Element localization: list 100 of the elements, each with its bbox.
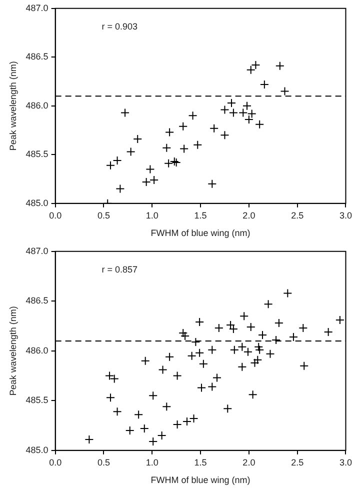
point xyxy=(133,134,142,144)
x-axis-title: FWHM of blue wing (nm) xyxy=(150,475,250,486)
point xyxy=(335,316,344,325)
point xyxy=(191,337,200,346)
point xyxy=(272,335,281,344)
point xyxy=(198,359,208,368)
point xyxy=(148,391,158,400)
x-axis-title: FWHM of blue wing (nm) xyxy=(150,228,250,238)
point xyxy=(274,318,284,328)
point xyxy=(126,147,136,156)
y-tick-label: 486.0 xyxy=(26,345,48,356)
y-tick-label: 487.0 xyxy=(26,2,48,13)
point xyxy=(188,111,198,120)
point xyxy=(220,130,230,140)
point xyxy=(248,390,258,400)
point xyxy=(162,143,172,152)
x-tick-label: 2.5 xyxy=(291,457,304,468)
point xyxy=(170,156,179,166)
point xyxy=(266,349,275,358)
point xyxy=(157,430,166,440)
x-tick-label: 1.0 xyxy=(146,210,158,220)
point xyxy=(247,109,256,118)
point xyxy=(178,122,188,131)
x-tick-label: 2.0 xyxy=(242,210,256,220)
y-tick-label: 486.5 xyxy=(26,296,48,306)
point xyxy=(178,328,188,338)
point xyxy=(208,179,217,188)
point xyxy=(172,371,182,380)
point xyxy=(106,393,115,402)
point xyxy=(238,108,248,118)
point xyxy=(250,358,260,368)
y-tick-label: 485.5 xyxy=(26,395,48,406)
point xyxy=(255,345,264,354)
point xyxy=(254,342,264,352)
point xyxy=(134,410,144,420)
point xyxy=(246,65,256,74)
point xyxy=(251,60,260,70)
point xyxy=(193,140,202,150)
x-tick-label: 2.0 xyxy=(242,457,256,468)
point xyxy=(140,356,150,366)
x-tick-label: 1.5 xyxy=(194,457,207,468)
point xyxy=(228,324,238,334)
point xyxy=(246,322,256,332)
y-tick-label: 486.5 xyxy=(26,52,48,62)
point xyxy=(208,382,217,392)
x-tick-label: 0.0 xyxy=(49,457,62,468)
point xyxy=(112,156,122,165)
annotation: r = 0.903 xyxy=(102,21,138,32)
point xyxy=(148,436,158,446)
point xyxy=(220,105,230,114)
point xyxy=(244,115,254,124)
x-tick-label: 1.0 xyxy=(146,457,158,468)
point xyxy=(106,160,115,170)
point xyxy=(228,108,238,118)
point xyxy=(258,330,267,340)
point xyxy=(197,383,206,392)
point xyxy=(242,101,252,110)
point xyxy=(187,351,196,360)
point xyxy=(230,345,239,354)
x-tick-label: 2.5 xyxy=(291,210,304,220)
point xyxy=(208,345,217,354)
point xyxy=(227,98,236,108)
point xyxy=(298,324,308,333)
point xyxy=(162,402,172,412)
point xyxy=(140,424,149,434)
y-tick-label: 486.0 xyxy=(26,100,48,110)
y-tick-label: 485.0 xyxy=(26,198,48,208)
point xyxy=(165,352,174,362)
y-axis-title: Peak wavelength (nm) xyxy=(8,61,18,151)
point xyxy=(189,414,198,424)
x-tick-label: 0.5 xyxy=(97,457,110,468)
x-tick-label: 0.0 xyxy=(49,210,62,220)
point xyxy=(255,120,264,129)
point xyxy=(212,373,222,382)
x-tick-label: 1.5 xyxy=(194,210,207,220)
point xyxy=(164,158,174,168)
point xyxy=(180,144,189,154)
point xyxy=(210,124,219,133)
y-tick-label: 485.5 xyxy=(26,149,48,160)
point xyxy=(260,80,269,89)
point xyxy=(125,426,134,435)
point xyxy=(172,420,182,430)
point xyxy=(158,365,168,374)
y-axis-title: Peak wavelength (nm) xyxy=(8,306,18,396)
point xyxy=(223,404,232,414)
point xyxy=(165,128,174,137)
point xyxy=(84,434,94,444)
point xyxy=(195,318,204,327)
point xyxy=(112,407,122,416)
y-tick-label: 487.0 xyxy=(26,246,48,256)
point xyxy=(182,417,192,426)
point xyxy=(283,288,292,298)
point xyxy=(195,348,204,358)
point xyxy=(142,177,151,186)
point xyxy=(240,312,249,321)
point xyxy=(116,184,125,194)
x-tick-label: 0.5 xyxy=(97,210,110,220)
point xyxy=(120,108,130,118)
point xyxy=(324,327,333,336)
point xyxy=(180,331,190,340)
